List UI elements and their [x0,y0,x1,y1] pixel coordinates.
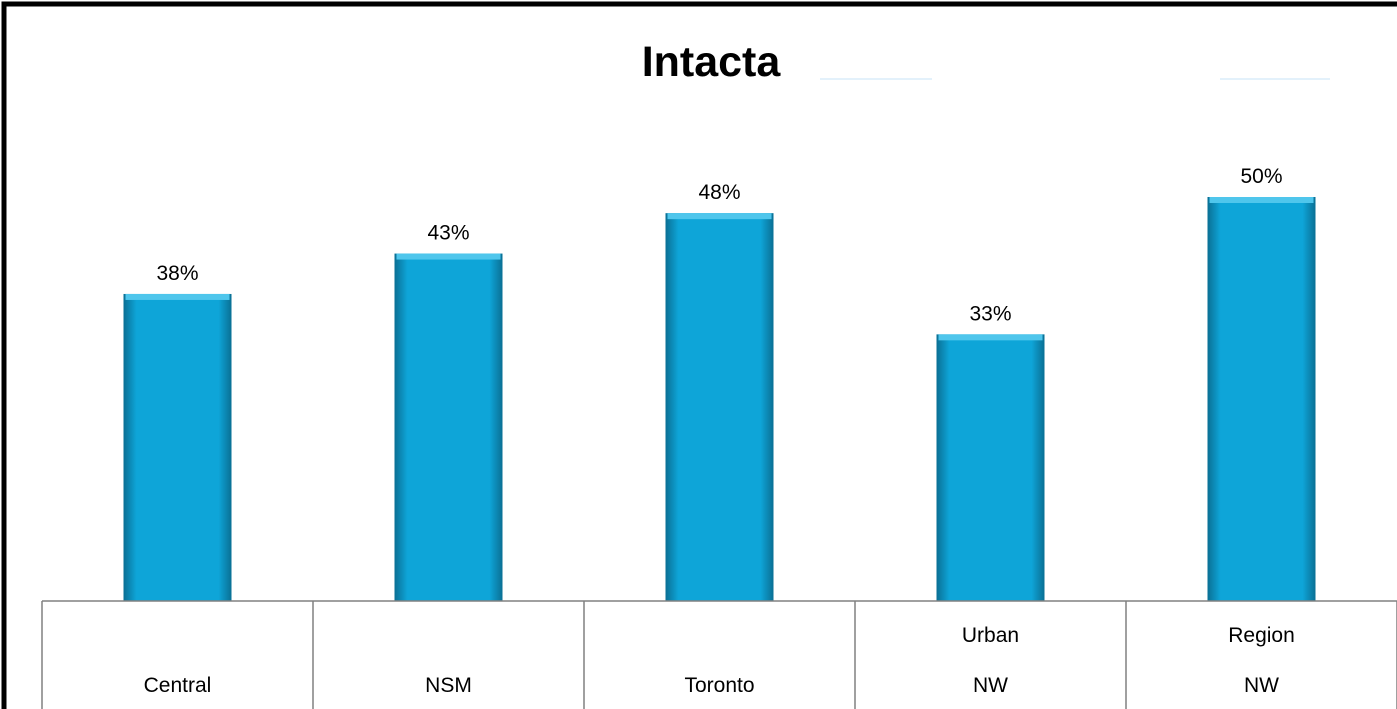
chart-title: Intacta [642,38,782,86]
category-label: NW [1244,674,1279,697]
bar-top-highlight [125,293,230,300]
bar [936,334,1045,601]
category-label: NW [973,674,1008,697]
bar-top-highlight [396,253,501,260]
bar-top-highlight [667,213,772,220]
data-label: 38% [156,262,198,285]
bar-top-highlight [1209,197,1314,203]
bar-top-highlight [938,334,1043,341]
bar [1207,197,1316,601]
category-label: NSM [425,674,472,697]
bar-group: 50% [1207,165,1316,601]
bar [665,213,774,601]
category-label: Region [1228,624,1295,647]
data-label: 43% [427,222,469,245]
decorative-line [820,78,932,80]
bar [123,293,232,601]
bar [394,253,503,601]
category-table: Central NSM Toronto Urban NW Region NW [41,600,1397,709]
data-label: 50% [1240,165,1282,188]
category-label: Toronto [684,674,754,697]
category-label: Urban [962,624,1019,647]
bar-group: 38% [123,262,232,601]
bars-layer: 38% 43% 48% 33% 50% [123,165,1316,601]
data-label: 33% [969,302,1011,325]
bar-group: 33% [936,302,1045,601]
decorative-line [1220,78,1330,80]
bar-group: 48% [665,181,774,601]
bar-group: 43% [394,222,503,601]
category-label: Central [144,674,212,697]
data-label: 48% [698,181,740,204]
